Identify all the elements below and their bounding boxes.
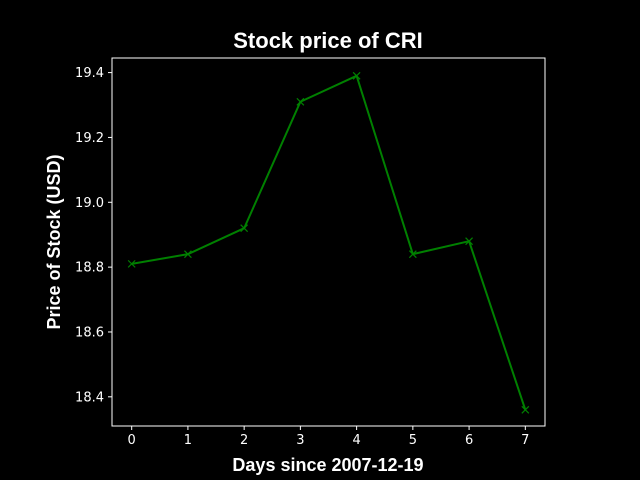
data-point-marker — [240, 224, 249, 233]
x-tick-label: 7 — [521, 433, 529, 448]
x-axis: 0 1 2 3 4 5 6 7 — [128, 426, 529, 448]
x-axis-label: Days since 2007-12-19 — [232, 455, 423, 475]
chart-title: Stock price of CRI — [233, 28, 422, 53]
data-point-marker — [183, 250, 192, 259]
data-point-marker — [127, 259, 136, 268]
y-axis: 18.4 18.6 18.8 19.0 19.2 19.4 — [75, 66, 112, 405]
y-tick-label: 18.8 — [75, 261, 104, 276]
x-tick-label: 1 — [184, 433, 192, 448]
x-tick-label: 4 — [352, 433, 360, 448]
series-layer — [127, 71, 530, 414]
x-tick-label: 3 — [296, 433, 304, 448]
y-tick-label: 18.6 — [75, 325, 104, 340]
series-line — [131, 74, 527, 411]
plot-area-frame — [111, 57, 546, 427]
data-point-marker — [465, 237, 474, 246]
y-tick-label: 19.4 — [75, 66, 104, 81]
y-tick-label: 18.4 — [75, 390, 104, 405]
y-axis-label: Price of Stock (USD) — [44, 154, 64, 329]
data-point-marker — [408, 250, 417, 259]
y-tick-label: 19.2 — [75, 131, 104, 146]
y-tick-label: 19.0 — [75, 196, 104, 211]
x-tick-label: 0 — [128, 433, 136, 448]
x-tick-label: 6 — [465, 433, 473, 448]
x-tick-label: 2 — [240, 433, 248, 448]
x-tick-label: 5 — [409, 433, 417, 448]
data-point-marker — [296, 97, 305, 106]
data-point-marker — [521, 405, 530, 414]
data-point-marker — [352, 71, 361, 80]
